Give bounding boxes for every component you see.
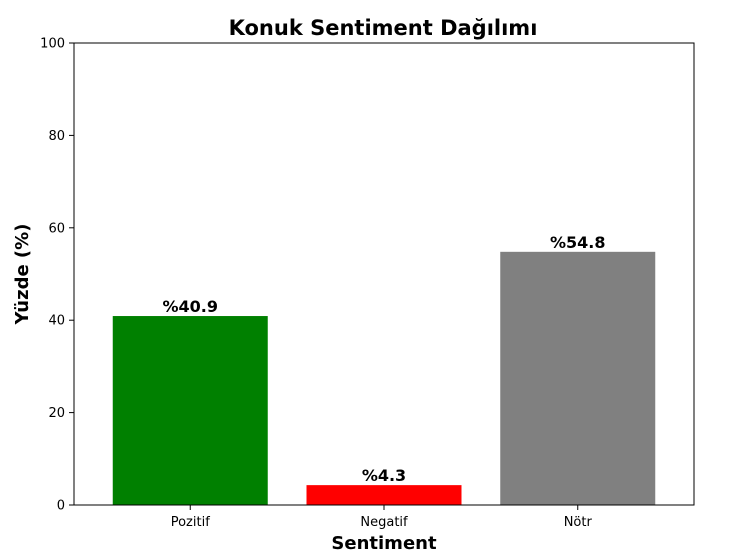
data-label: %40.9 (162, 297, 218, 316)
data-label: %4.3 (362, 466, 406, 485)
y-tick-label: 100 (40, 37, 65, 52)
x-tick-label: Pozitif (171, 515, 210, 530)
y-tick-label: 40 (48, 314, 65, 329)
x-tick-label: Nötr (564, 515, 593, 530)
y-tick-label: 20 (48, 406, 65, 421)
y-tick-label: 0 (57, 499, 65, 514)
y-tick-label: 60 (48, 221, 65, 236)
plot-frame (73, 42, 695, 506)
plot-area: 0 20 40 60 80 100 Pozitif %40.9 Negatif %4.3 Nötr%… (40, 37, 656, 530)
bar-nötr (500, 251, 656, 505)
x-axis-label: Sentiment (331, 533, 437, 554)
chart-title: Konuk Sentiment Dağılımı (229, 16, 538, 40)
x-tick-label: Negatif (360, 515, 408, 530)
bar-negatif (306, 485, 462, 505)
y-axis-label: Yüzde (%) (12, 224, 33, 326)
data-label: %54.8 (550, 233, 606, 252)
y-tick-label: 80 (48, 129, 65, 144)
bar-pozitif (112, 316, 268, 505)
